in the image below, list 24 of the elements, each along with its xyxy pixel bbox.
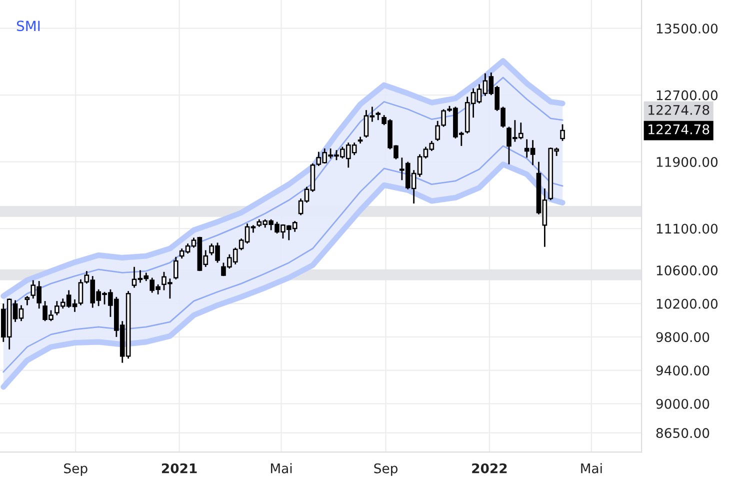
y-tick-label: 13500.00 (656, 24, 718, 34)
x-tick-label: 2022 (472, 463, 507, 474)
y-tick-label: 10200.00 (656, 298, 718, 309)
y-tick-label: 11100.00 (656, 224, 718, 234)
x-tick-label: Mai (270, 463, 292, 474)
x-tick-label: 2021 (162, 463, 197, 474)
candlestick (173, 256, 178, 280)
candlestick (560, 124, 565, 142)
y-tick-label: 11900.00 (656, 157, 718, 167)
x-tick-label: Sep (374, 463, 398, 476)
text: 12274.78 (648, 104, 710, 115)
text: SMI (16, 20, 40, 32)
x-tick-label: Sep (64, 463, 88, 476)
x-tick-label: Mai (581, 463, 602, 474)
y-tick-label: 8650.00 (656, 428, 710, 438)
y-tick-label: 12700.00 (656, 90, 718, 100)
candlestick (441, 108, 446, 128)
y-tick-label: 9400.00 (656, 366, 710, 376)
candlestick (24, 295, 30, 306)
y-tick-label: 9800.00 (656, 332, 710, 342)
candlestick (435, 120, 440, 142)
text: 12274.78 (648, 124, 710, 134)
y-tick-label: 9000.00 (656, 398, 710, 409)
y-tick-label: 10600.00 (656, 265, 718, 276)
